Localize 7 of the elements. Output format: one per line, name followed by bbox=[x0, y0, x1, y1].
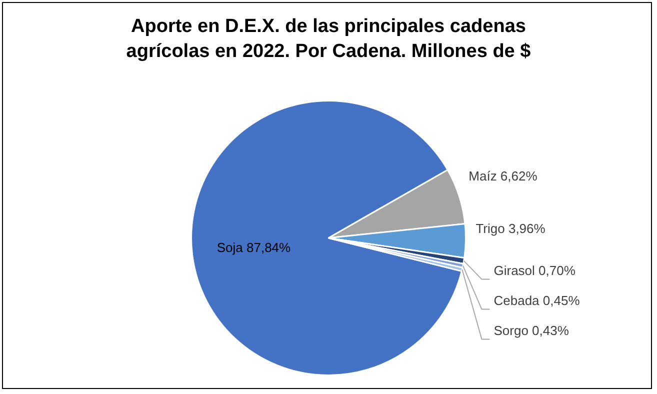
slice-label: Maíz 6,62% bbox=[468, 168, 538, 184]
slice-label: Trigo 3,96% bbox=[476, 220, 546, 236]
slice-label: Girasol 0,70% bbox=[494, 262, 576, 278]
slice-label: Sorgo 0,43% bbox=[494, 322, 570, 338]
chart-title: Aporte en D.E.X. de las principales cadenas agrícolas en 2022. Por Cadena. Millones de $ bbox=[125, 15, 532, 64]
slice-label: Soja 87,84% bbox=[216, 240, 292, 255]
slice-label: Cebada 0,45% bbox=[494, 292, 580, 308]
